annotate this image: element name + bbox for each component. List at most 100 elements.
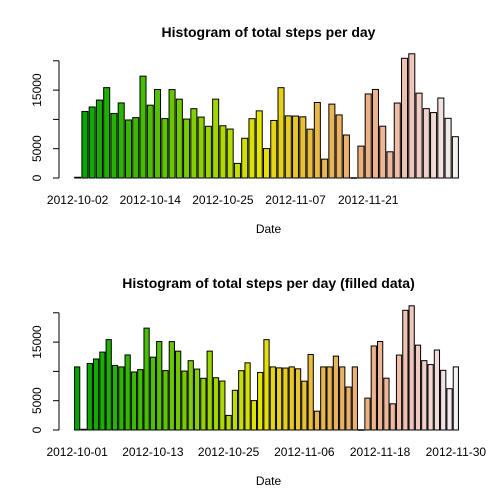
bar [143, 327, 150, 431]
chart-title: Histogram of total steps per day [162, 24, 376, 40]
bar [146, 104, 154, 179]
bar [212, 377, 220, 431]
bar [225, 414, 232, 431]
bar [206, 350, 213, 431]
bar [421, 360, 428, 431]
bar [175, 98, 183, 179]
bar [350, 177, 358, 179]
bar [351, 366, 358, 431]
bar [328, 103, 336, 179]
bar [339, 366, 346, 431]
bar [74, 176, 82, 179]
bar [74, 366, 81, 431]
bar [161, 118, 169, 179]
x-tick-label: 2012-10-25 [192, 193, 254, 207]
bar [139, 75, 147, 179]
bar [415, 92, 423, 179]
bar [162, 370, 169, 431]
bar [321, 158, 329, 179]
bar [364, 397, 371, 431]
bar [269, 366, 276, 431]
bar [437, 97, 445, 179]
bar [168, 341, 175, 431]
bar [86, 362, 93, 431]
x-tick-label: 2012-10-02 [47, 193, 109, 207]
y-tick-label: 15000 [30, 325, 44, 359]
x-tick-label: 2012-11-18 [350, 445, 411, 459]
bar [105, 339, 112, 431]
y-tick-label: 5000 [30, 387, 44, 414]
x-tick-label: 2012-10-13 [122, 445, 184, 459]
y-tick-label: 0 [30, 174, 44, 181]
bar [263, 339, 270, 431]
bar [427, 364, 434, 431]
bar [301, 380, 308, 431]
x-tick-label: 2012-11-30 [426, 445, 487, 459]
bar [376, 340, 384, 431]
bar [244, 362, 251, 431]
bar [408, 53, 416, 179]
x-axis-label: Date [256, 222, 282, 236]
bar [190, 108, 198, 179]
bar [204, 125, 212, 179]
bar [193, 368, 201, 431]
bar [307, 354, 314, 431]
bar [306, 128, 314, 179]
bar [414, 344, 422, 431]
bar [444, 117, 452, 179]
bar [294, 368, 302, 431]
x-tick-label: 2012-10-01 [46, 445, 108, 459]
x-axis-label: Date [256, 474, 282, 488]
bar [248, 118, 256, 179]
x-axis: 2012-10-02 2012-10-14 2012-10-25 2012-11-07… [47, 193, 399, 207]
bar [149, 356, 157, 431]
bar [99, 351, 106, 431]
bar [156, 341, 163, 431]
bar [154, 89, 162, 179]
chart-panel-steps-per-day: Histogram of total steps per day 0 5000 15… [30, 24, 459, 236]
bar [342, 134, 350, 179]
bar [370, 345, 377, 431]
bar [250, 400, 257, 431]
bar [92, 358, 100, 431]
bar [277, 87, 285, 179]
bar [168, 89, 176, 179]
y-axis: 0 5000 15000 [30, 60, 60, 181]
bar [197, 116, 205, 179]
bar [219, 380, 226, 431]
bar [288, 366, 295, 431]
x-tick-label: 2012-10-25 [198, 445, 260, 459]
bar [103, 87, 111, 179]
bar [446, 388, 453, 431]
bar [132, 117, 140, 179]
bar [88, 106, 96, 179]
bar [393, 102, 401, 179]
x-tick-label: 2012-11-07 [265, 193, 326, 207]
bar [313, 102, 321, 179]
bar [231, 389, 239, 431]
x-tick-label: 2012-11-06 [274, 445, 335, 459]
bar [452, 366, 459, 431]
bar [364, 93, 372, 179]
bar [371, 88, 379, 179]
bar [233, 162, 241, 179]
bar [395, 354, 403, 431]
bar [433, 349, 441, 431]
bar [383, 377, 390, 431]
bar [257, 371, 264, 431]
bar-series [74, 305, 459, 431]
bar-series [74, 53, 459, 179]
bar [219, 125, 227, 179]
bar [117, 102, 125, 179]
bar [332, 355, 340, 431]
bar [326, 366, 333, 431]
bar [357, 145, 365, 179]
x-axis: 2012-10-01 2012-10-13 2012-10-25 2012-11-06… [46, 445, 486, 459]
bar [284, 115, 292, 179]
bar [110, 112, 118, 179]
bar [402, 309, 409, 431]
y-tick-label: 15000 [30, 73, 44, 107]
bar [313, 410, 321, 431]
bar [389, 403, 396, 431]
bar [358, 429, 365, 431]
